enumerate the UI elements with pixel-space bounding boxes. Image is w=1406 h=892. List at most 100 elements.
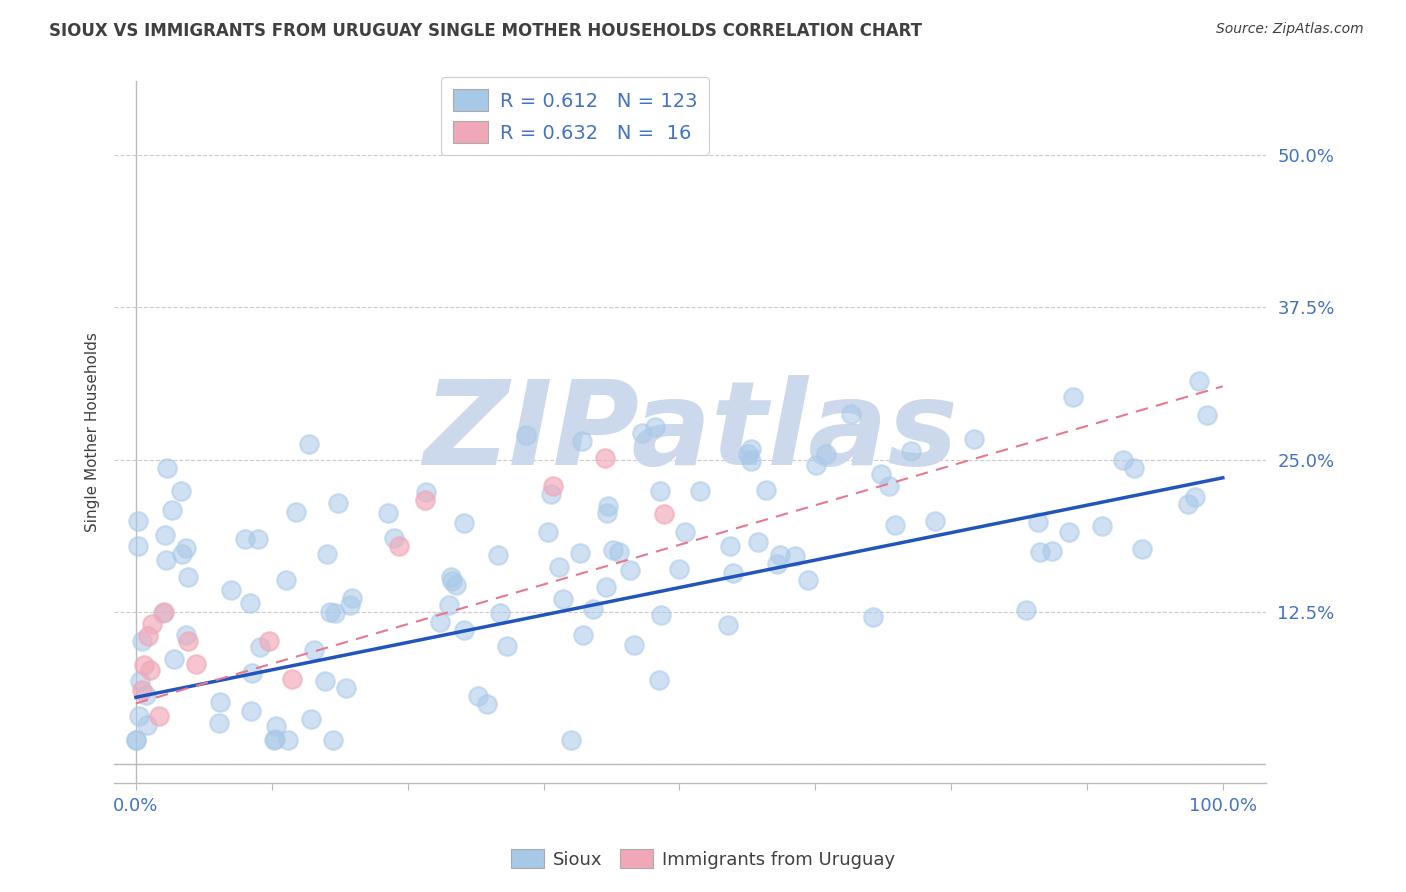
Point — [673, 524, 696, 539]
Point — [593, 451, 616, 466]
Point — [170, 483, 193, 498]
Point — [536, 525, 558, 540]
Point — [162, 503, 184, 517]
Point — [132, 657, 155, 672]
Point — [668, 561, 690, 575]
Point — [415, 485, 437, 500]
Point — [453, 624, 475, 638]
Point — [153, 605, 176, 619]
Point — [340, 591, 363, 605]
Point — [170, 547, 193, 561]
Point — [1026, 515, 1049, 529]
Point — [299, 712, 322, 726]
Point — [388, 539, 411, 553]
Point — [177, 569, 200, 583]
Point — [1130, 542, 1153, 557]
Point — [815, 447, 838, 461]
Point — [717, 618, 740, 632]
Point — [277, 733, 299, 747]
Point — [1197, 409, 1219, 423]
Y-axis label: Single Mother Households: Single Mother Households — [86, 332, 100, 532]
Point — [475, 697, 498, 711]
Point — [631, 426, 654, 441]
Point — [135, 689, 157, 703]
Point — [377, 506, 399, 520]
Point — [884, 518, 907, 533]
Point — [467, 689, 489, 703]
Point — [489, 607, 512, 621]
Point — [156, 461, 179, 475]
Point — [274, 573, 297, 587]
Point — [797, 573, 820, 587]
Point — [128, 709, 150, 723]
Point — [900, 444, 922, 458]
Point — [139, 663, 162, 677]
Point — [314, 674, 336, 689]
Point — [723, 566, 745, 581]
Point — [740, 454, 762, 468]
Point — [740, 442, 762, 456]
Point — [298, 437, 321, 451]
Point — [127, 514, 149, 528]
Point — [323, 606, 346, 620]
Point — [870, 467, 893, 481]
Point — [572, 628, 595, 642]
Point — [571, 434, 593, 448]
Point — [129, 673, 152, 688]
Point — [595, 506, 617, 520]
Point — [595, 581, 617, 595]
Legend: Sioux, Immigrants from Uruguay: Sioux, Immigrants from Uruguay — [503, 841, 903, 876]
Point — [285, 505, 308, 519]
Point — [877, 479, 900, 493]
Point — [141, 616, 163, 631]
Point — [1062, 391, 1084, 405]
Point — [440, 574, 463, 588]
Point — [153, 528, 176, 542]
Point — [766, 557, 789, 571]
Point — [924, 514, 946, 528]
Point — [335, 681, 357, 696]
Point — [302, 643, 325, 657]
Point — [551, 592, 574, 607]
Point — [1015, 602, 1038, 616]
Point — [136, 717, 159, 731]
Point — [486, 548, 509, 562]
Point — [540, 486, 562, 500]
Point — [963, 432, 986, 446]
Point — [806, 458, 828, 472]
Point — [602, 543, 624, 558]
Point — [184, 657, 207, 671]
Point — [1177, 497, 1199, 511]
Point — [560, 733, 582, 747]
Point — [235, 532, 257, 546]
Point — [208, 715, 231, 730]
Point — [257, 634, 280, 648]
Point — [737, 447, 759, 461]
Point — [785, 549, 807, 563]
Point — [515, 428, 537, 442]
Point — [648, 673, 671, 687]
Point — [322, 733, 344, 747]
Point — [496, 639, 519, 653]
Point — [839, 407, 862, 421]
Text: SIOUX VS IMMIGRANTS FROM URUGUAY SINGLE MOTHER HOUSEHOLDS CORRELATION CHART: SIOUX VS IMMIGRANTS FROM URUGUAY SINGLE … — [49, 22, 922, 40]
Point — [1123, 460, 1146, 475]
Point — [131, 683, 153, 698]
Point — [718, 539, 741, 553]
Point — [440, 570, 463, 584]
Point — [1184, 490, 1206, 504]
Point — [152, 606, 174, 620]
Point — [316, 548, 339, 562]
Point — [453, 516, 475, 530]
Point — [644, 419, 666, 434]
Point — [619, 563, 641, 577]
Point — [754, 483, 776, 498]
Point — [247, 532, 270, 546]
Point — [1188, 375, 1211, 389]
Point — [1040, 544, 1063, 558]
Point — [163, 651, 186, 665]
Point — [264, 719, 287, 733]
Point — [326, 496, 349, 510]
Point — [339, 598, 361, 612]
Point — [541, 479, 564, 493]
